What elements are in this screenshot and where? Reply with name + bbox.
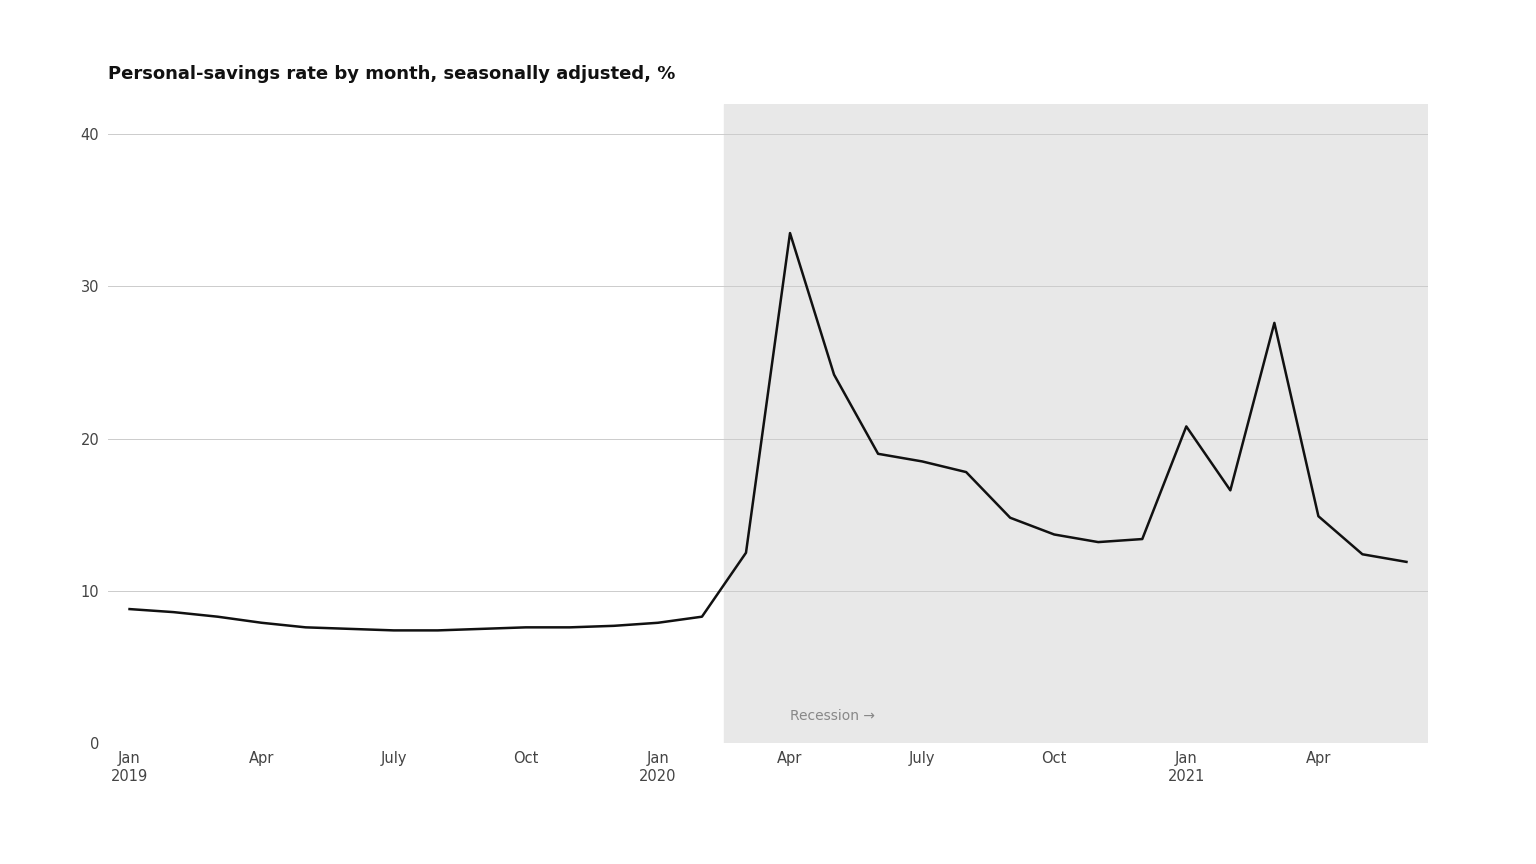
Bar	[723, 104, 1428, 743]
Text: Recession →: Recession →	[790, 708, 876, 722]
Text: Personal-savings rate by month, seasonally adjusted, %: Personal-savings rate by month, seasonal…	[108, 65, 674, 83]
